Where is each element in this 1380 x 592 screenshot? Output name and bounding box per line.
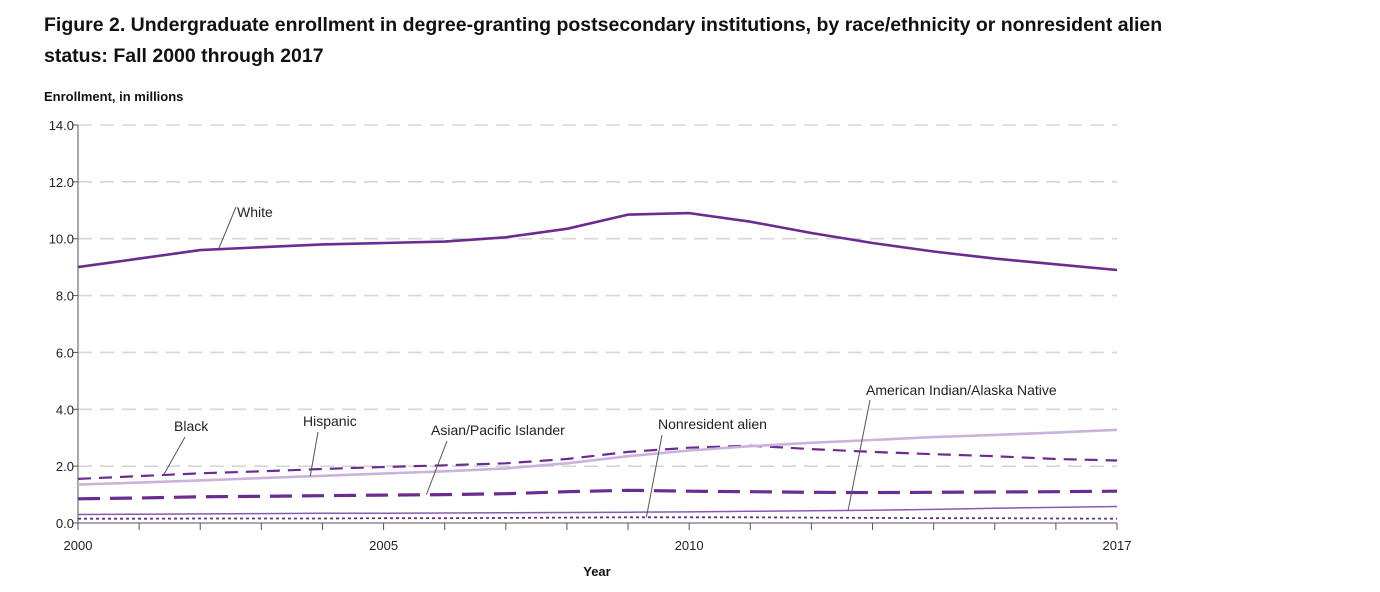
series-label: Black: [174, 418, 209, 434]
x-tick-label: 2000: [64, 538, 93, 553]
series-label: Nonresident alien: [658, 416, 767, 432]
y-tick-label: 12.0: [49, 175, 74, 190]
series-label: White: [237, 204, 273, 220]
series-line-black: [77, 444, 1118, 480]
y-tick-label: 6.0: [56, 345, 74, 360]
leader-line: [218, 206, 237, 250]
series-label: Asian/Pacific Islander: [431, 422, 565, 438]
series-line-hispanic: [77, 428, 1118, 486]
series-line-white: [77, 211, 1118, 272]
series-line-nonresident-alien: [78, 516, 1118, 520]
x-tick-label: 2010: [675, 538, 704, 553]
series-line-american-indian-alaska-native: [77, 505, 1118, 516]
y-tick-label: 8.0: [56, 289, 74, 304]
y-tick-label: 4.0: [56, 402, 74, 417]
y-tick-label: 14.0: [49, 118, 74, 133]
series-line-asian-pacific-islander: [77, 488, 1118, 501]
x-axis-title: Year: [583, 564, 610, 579]
leader-line: [645, 434, 663, 518]
leader-line: [425, 440, 448, 495]
leader-line: [847, 399, 871, 511]
series-labels: White Black Hispanic Asian/Pacific Islander…: [163, 204, 1057, 518]
leader-line: [309, 431, 319, 477]
y-tick-label: 2.0: [56, 459, 74, 474]
x-tick-label: 2005: [369, 538, 398, 553]
axes: 0.0 2.0 4.0 6.0 8.0 10.0 12.0 14.0 2000 2005 2010 2…: [49, 118, 1132, 553]
y-tick-label: 10.0: [49, 232, 74, 247]
y-axis-title: Enrollment, in millions: [44, 89, 183, 104]
series-lines: [77, 211, 1118, 520]
y-tick-label: 0.0: [56, 516, 74, 531]
gridlines: [78, 124, 1117, 467]
x-tick-label: 2017: [1103, 538, 1132, 553]
chart-title: Figure 2. Undergraduate enrollment in de…: [44, 14, 1163, 67]
series-label: Hispanic: [303, 413, 357, 429]
leader-line: [163, 436, 186, 476]
series-label: American Indian/Alaska Native: [866, 382, 1057, 398]
